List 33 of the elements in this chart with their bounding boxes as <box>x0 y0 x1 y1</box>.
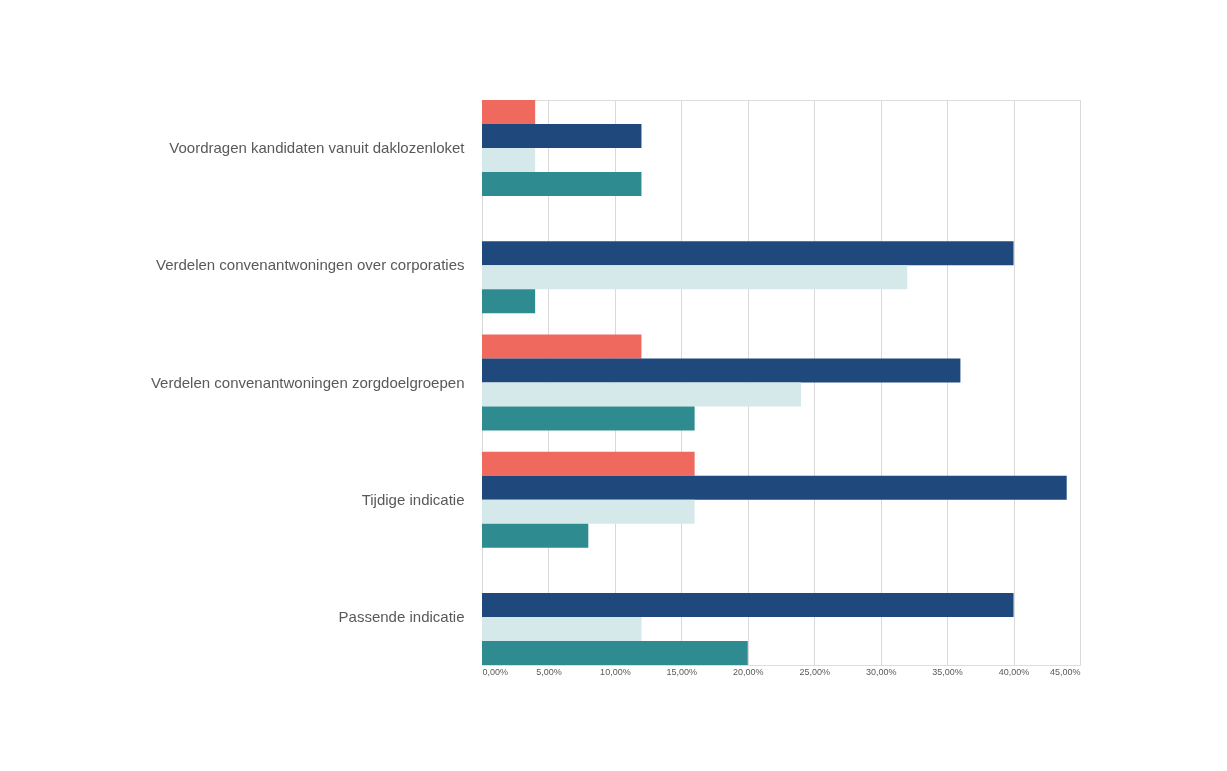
x-tick-label: 5,00% <box>536 666 562 677</box>
bar <box>482 172 642 197</box>
bar <box>482 124 642 149</box>
bar <box>482 241 1014 266</box>
bar <box>482 640 748 665</box>
y-tick-label: Voordragen kandidaten vanuit daklozenloket <box>169 139 466 157</box>
bar <box>482 100 536 125</box>
x-tick-label: 10,00% <box>600 666 631 677</box>
x-tick-label: 35,00% <box>932 666 963 677</box>
bar <box>482 148 536 173</box>
bar <box>482 451 695 476</box>
x-tick-label: 45,00% <box>1049 666 1081 677</box>
y-tick-label: Verdelen convenantwoningen over corporaties <box>155 256 465 274</box>
x-tick-label: 40,00% <box>998 666 1030 677</box>
y-tick-label: Passende indicatie <box>338 607 465 625</box>
x-tick-label: 30,00% <box>865 666 897 677</box>
bar <box>482 475 1067 500</box>
bar <box>482 406 695 431</box>
bar <box>482 499 695 524</box>
bar <box>482 334 642 359</box>
x-tick-label: 25,00% <box>799 666 830 677</box>
bar <box>482 289 536 314</box>
x-tick-label: 15,00% <box>666 666 698 677</box>
x-tick-label: 20,00% <box>733 666 764 677</box>
bar <box>482 382 801 407</box>
bar <box>482 523 589 548</box>
bar <box>482 592 1014 617</box>
bar <box>482 358 961 383</box>
x-tick-label: 0,00% <box>482 666 509 677</box>
bar <box>482 265 908 290</box>
y-tick-label: Tijdige indicatie <box>361 490 465 508</box>
y-tick-label: Verdelen convenantwoningen zorgdoelgroepen <box>150 373 465 391</box>
bar <box>482 616 642 641</box>
